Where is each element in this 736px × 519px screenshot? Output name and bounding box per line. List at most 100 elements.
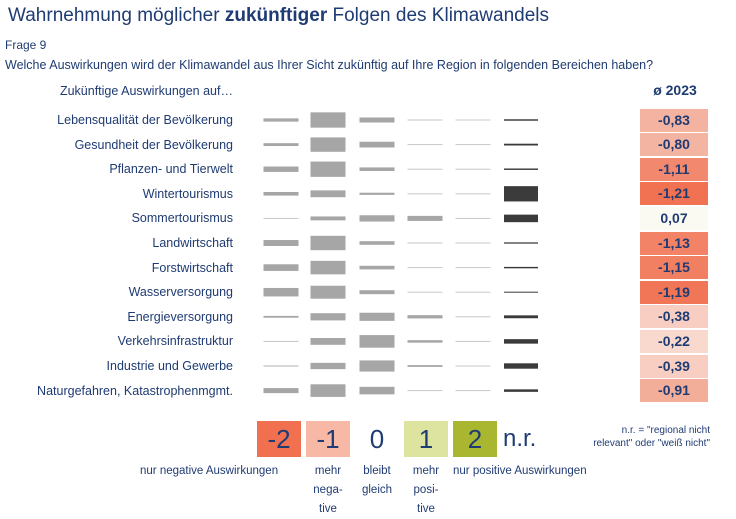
legend-text-zero: bleibt gleich xyxy=(361,465,393,496)
legend-box-zero: 0 xyxy=(355,421,399,457)
bar-landwirtschaft-neg2 xyxy=(263,240,299,246)
avg-value-wasserversorgung: -1,19 xyxy=(640,280,708,304)
bar-energieversorgung-neg1 xyxy=(310,313,346,321)
avg-value-energieversorgung: -0,38 xyxy=(640,305,708,329)
avg-value-gesundheit-der-bevölkerung: -0,80 xyxy=(640,133,708,157)
bar-pflanzen-und-tierwelt-pos1 xyxy=(407,168,443,170)
legend-box-neg2: -2 xyxy=(257,421,301,457)
bar-sommertourismus-neg2 xyxy=(263,217,299,219)
bar-sommertourismus-zero xyxy=(359,215,395,222)
row-label-wasserversorgung: Wasserversorgung xyxy=(128,285,233,300)
bar-forstwirtschaft-pos1 xyxy=(407,267,443,269)
avg-value-verkehrsinfrastruktur: -0,22 xyxy=(640,329,708,353)
bar-gesundheit-der-bevölkerung-nr xyxy=(504,143,538,146)
bar-lebensqualität-der-bevölkerung-nr xyxy=(504,119,538,121)
question-text: Welche Auswirkungen wird der Klimawandel… xyxy=(5,58,654,72)
bar-landwirtschaft-zero xyxy=(359,241,395,245)
bar-industrie-und-gewerbe-pos2 xyxy=(455,365,491,367)
bar-wintertourismus-pos1 xyxy=(407,193,443,195)
bar-sommertourismus-pos2 xyxy=(455,217,491,219)
bar-wintertourismus-pos2 xyxy=(455,193,491,195)
bar-forstwirtschaft-zero xyxy=(359,265,395,270)
bar-lebensqualität-der-bevölkerung-neg1 xyxy=(310,112,346,128)
bar-verkehrsinfrastruktur-neg1 xyxy=(310,337,346,345)
bar-sommertourismus-nr xyxy=(504,214,538,223)
bar-naturgefahren-katastrophenmgmt-neg2 xyxy=(263,388,299,394)
avg-value-naturgefahren-katastrophenmgmt: -0,91 xyxy=(640,379,708,403)
legend-text-neg2: nur negative Auswirkungen xyxy=(140,465,279,477)
bar-energieversorgung-pos2 xyxy=(455,316,491,318)
bar-sommertourismus-neg1 xyxy=(310,216,346,221)
bar-verkehrsinfrastruktur-zero xyxy=(359,335,395,348)
bar-naturgefahren-katastrophenmgmt-pos1 xyxy=(407,390,443,392)
bar-energieversorgung-zero xyxy=(359,312,395,321)
legend-nr: n.r. xyxy=(503,425,537,452)
bar-verkehrsinfrastruktur-pos1 xyxy=(407,340,443,343)
bar-gesundheit-der-bevölkerung-pos1 xyxy=(407,144,443,146)
bar-forstwirtschaft-pos2 xyxy=(455,267,491,269)
bar-verkehrsinfrastruktur-pos2 xyxy=(455,340,491,342)
bar-industrie-und-gewerbe-neg2 xyxy=(263,365,299,367)
bar-pflanzen-und-tierwelt-neg1 xyxy=(310,161,346,177)
row-label-wintertourismus: Wintertourismus xyxy=(142,186,233,201)
legend-box-pos2: 2 xyxy=(453,421,497,457)
bar-gesundheit-der-bevölkerung-zero xyxy=(359,141,395,148)
question-number: Frage 9 xyxy=(5,38,47,52)
bar-naturgefahren-katastrophenmgmt-zero xyxy=(359,386,395,395)
bar-verkehrsinfrastruktur-neg2 xyxy=(263,340,299,342)
row-label-forstwirtschaft: Forstwirtschaft xyxy=(151,260,233,275)
bar-wasserversorgung-nr xyxy=(504,291,538,293)
bar-pflanzen-und-tierwelt-neg2 xyxy=(263,166,299,172)
row-label-sommertourismus: Sommertourismus xyxy=(131,211,233,226)
legend-note: n.r. = "regional nicht relevant" oder "we… xyxy=(593,425,710,449)
legend-box-neg1: -1 xyxy=(306,421,350,457)
bar-energieversorgung-nr xyxy=(504,315,538,319)
bar-forstwirtschaft-neg2 xyxy=(263,264,299,271)
row-label-energieversorgung: Energieversorgung xyxy=(127,309,233,324)
bar-landwirtschaft-neg1 xyxy=(310,235,346,251)
bar-wasserversorgung-zero xyxy=(359,290,395,295)
bar-wasserversorgung-neg2 xyxy=(263,287,299,297)
bar-industrie-und-gewerbe-zero xyxy=(359,360,395,372)
bar-naturgefahren-katastrophenmgmt-pos2 xyxy=(455,390,491,392)
column-header-label: Zukünftige Auswirkungen auf… xyxy=(59,84,233,98)
average-header: ø 2023 xyxy=(653,82,697,98)
legend-text-pos1: mehr posi-tive xyxy=(412,465,440,515)
row-label-pflanzen-und-tierwelt: Pflanzen- und Tierwelt xyxy=(109,162,233,177)
bar-industrie-und-gewerbe-pos1 xyxy=(407,365,443,367)
legend-box-pos1: 1 xyxy=(404,421,448,457)
avg-value-landwirtschaft: -1,13 xyxy=(640,231,708,255)
bar-energieversorgung-neg2 xyxy=(263,315,299,318)
avg-value-industrie-und-gewerbe: -0,39 xyxy=(640,354,708,378)
bar-lebensqualität-der-bevölkerung-neg2 xyxy=(263,118,299,122)
avg-value-sommertourismus: 0,07 xyxy=(640,206,708,230)
page-title: Wahrnehmung möglicher zukünftiger Folgen… xyxy=(8,5,550,26)
bar-verkehrsinfrastruktur-nr xyxy=(504,339,538,344)
avg-value-lebensqualität-der-bevölkerung: -0,83 xyxy=(640,108,708,132)
row-label-lebensqualität-der-bevölkerung: Lebensqualität der Bevölkerung xyxy=(57,113,233,127)
bar-landwirtschaft-pos2 xyxy=(455,242,491,244)
bar-wintertourismus-nr xyxy=(504,186,538,202)
bar-gesundheit-der-bevölkerung-neg2 xyxy=(263,143,299,147)
bar-forstwirtschaft-neg1 xyxy=(310,260,346,275)
bar-pflanzen-und-tierwelt-zero xyxy=(359,167,395,171)
bar-sommertourismus-pos1 xyxy=(407,215,443,221)
bar-lebensqualität-der-bevölkerung-pos1 xyxy=(407,119,443,121)
row-label-industrie-und-gewerbe: Industrie und Gewerbe xyxy=(106,359,233,373)
bar-wasserversorgung-pos1 xyxy=(407,291,443,293)
bar-lebensqualität-der-bevölkerung-pos2 xyxy=(455,119,491,121)
bar-wintertourismus-zero xyxy=(359,192,395,195)
avg-value-forstwirtschaft: -1,15 xyxy=(640,256,708,280)
bar-landwirtschaft-nr xyxy=(504,242,538,244)
bar-industrie-und-gewerbe-nr xyxy=(504,363,538,369)
bar-naturgefahren-katastrophenmgmt-neg1 xyxy=(310,384,346,397)
avg-value-wintertourismus: -1,21 xyxy=(640,182,708,206)
row-label-landwirtschaft: Landwirtschaft xyxy=(152,236,233,250)
bar-pflanzen-und-tierwelt-pos2 xyxy=(455,168,491,170)
bar-lebensqualität-der-bevölkerung-zero xyxy=(359,117,395,123)
row-label-verkehrsinfrastruktur: Verkehrsinfrastruktur xyxy=(117,334,233,349)
bar-wintertourismus-neg1 xyxy=(310,190,346,198)
row-label-gesundheit-der-bevölkerung: Gesundheit der Bevölkerung xyxy=(74,137,233,152)
legend-text-neg1: mehr nega-tive xyxy=(313,465,343,515)
